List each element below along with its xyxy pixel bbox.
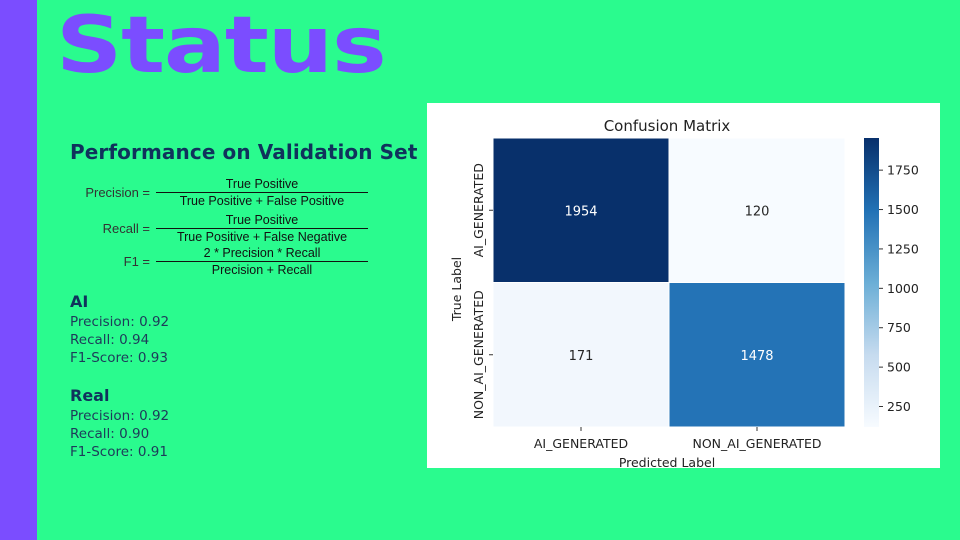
formula-fraction: 2 * Precision * Recall Precision + Recal… <box>156 245 368 278</box>
confusion-matrix-svg: Confusion Matrix 1954 120 171 1478 AI_GENER… <box>449 117 919 470</box>
x-tick-label: AI_GENERATED <box>534 436 628 451</box>
x-tick-label: NON_AI_GENERATED <box>692 436 821 451</box>
formula-lhs: Precision = <box>85 185 150 200</box>
real-precision: Precision: 0.92 <box>70 408 170 424</box>
colorbar <box>864 138 879 427</box>
y-axis-label: True Label <box>449 257 464 322</box>
cell-value-label: 120 <box>745 204 770 219</box>
formula-denominator: Precision + Recall <box>211 263 313 277</box>
left-accent-bar <box>0 0 37 540</box>
real-recall: Recall: 0.90 <box>70 426 150 442</box>
precision-formula: Precision = True Positive True Positive … <box>70 176 368 209</box>
formula-lhs: Recall = <box>102 221 150 236</box>
ai-metrics-heading: AI <box>70 292 89 311</box>
formula-denominator: True Positive + False Positive <box>179 194 345 208</box>
ai-precision: Precision: 0.92 <box>70 314 170 330</box>
cell-value-label: 1478 <box>740 349 773 364</box>
formula-numerator: True Positive <box>156 176 368 193</box>
recall-formula: Recall = True Positive True Positive + F… <box>70 212 368 245</box>
real-metrics-heading: Real <box>70 386 110 405</box>
formula-numerator: 2 * Precision * Recall <box>156 245 368 262</box>
heatmap-cell <box>492 137 670 283</box>
formula-numerator: True Positive <box>156 212 368 229</box>
colorbar-tick-label: 1500 <box>887 202 919 217</box>
formula-fraction: True Positive True Positive + False Posi… <box>156 176 368 209</box>
y-tick-label: NON_AI_GENERATED <box>471 290 486 419</box>
formula-fraction: True Positive True Positive + False Nega… <box>156 212 368 245</box>
cell-value-label: 171 <box>569 349 594 364</box>
colorbar-tick-label: 500 <box>887 360 911 375</box>
x-axis-label: Predicted Label <box>619 455 715 468</box>
ai-f1-score: F1-Score: 0.93 <box>70 350 168 366</box>
heatmap-cell <box>668 282 846 428</box>
formula-lhs: F1 = <box>123 254 150 269</box>
ai-recall: Recall: 0.94 <box>70 332 150 348</box>
cell-value-label: 1954 <box>564 204 597 219</box>
confusion-matrix-chart: Confusion Matrix 1954 120 171 1478 AI_GENER… <box>427 103 940 470</box>
f1-formula: F1 = 2 * Precision * Recall Precision + … <box>70 245 368 278</box>
colorbar-tick-label: 1000 <box>887 281 919 296</box>
colorbar-tick-label: 750 <box>887 320 911 335</box>
chart-title: Confusion Matrix <box>604 117 731 135</box>
formula-denominator: True Positive + False Negative <box>176 230 348 244</box>
heatmap-cell <box>492 282 670 428</box>
slide-title: Status <box>56 1 387 91</box>
colorbar-tick-label: 1750 <box>887 163 919 178</box>
section-title: Performance on Validation Set <box>70 140 418 164</box>
colorbar-tick-label: 250 <box>887 399 911 414</box>
heatmap-cell <box>668 137 846 283</box>
colorbar-tick-label: 1250 <box>887 241 919 256</box>
y-tick-label: AI_GENERATED <box>471 163 486 257</box>
real-f1-score: F1-Score: 0.91 <box>70 444 168 460</box>
